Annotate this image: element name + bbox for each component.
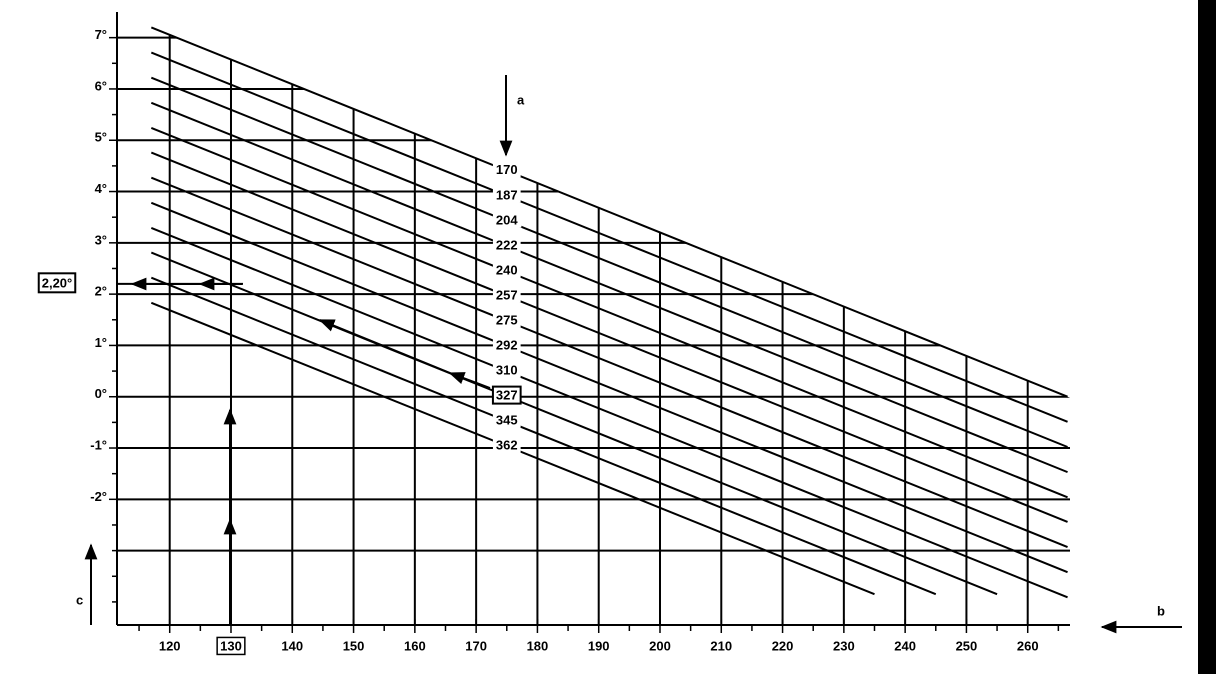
- y-tick-label: 2°: [95, 284, 107, 299]
- label-bg: [492, 362, 521, 378]
- series-line: [150, 51, 1068, 423]
- x-tick-label: 130: [220, 638, 242, 653]
- y-tick-label: -2°: [90, 489, 107, 504]
- series-label: 327: [496, 388, 518, 403]
- x-tick-label: 150: [343, 638, 365, 653]
- y-tick-label: -1°: [90, 437, 107, 452]
- series-line: [150, 26, 1068, 398]
- series-label: 275: [496, 312, 518, 327]
- series-line: [150, 251, 998, 596]
- label-bg: [492, 312, 521, 328]
- edge-bar: [1198, 0, 1216, 674]
- series-label: 292: [496, 338, 518, 353]
- label-bg: [492, 287, 521, 303]
- label-bg: [492, 262, 521, 278]
- x-tick-label: 190: [588, 638, 610, 653]
- x-tick-label: 120: [159, 638, 181, 653]
- x-tick-label: 200: [649, 638, 671, 653]
- arrow: [318, 319, 451, 374]
- series-label: 222: [496, 238, 518, 253]
- series-label: 257: [496, 287, 518, 302]
- label-bg: [492, 337, 521, 353]
- y-tick-label: 7°: [95, 27, 107, 42]
- series-line: [150, 227, 1068, 599]
- label-bg: [492, 237, 521, 253]
- arrow: [448, 372, 491, 389]
- label-bg: [492, 162, 521, 178]
- label-b: b: [1157, 603, 1165, 618]
- label-a: a: [517, 92, 525, 107]
- series-label: 187: [496, 187, 518, 202]
- result-box: [37, 272, 77, 294]
- reading-arrows: [84, 75, 1182, 634]
- series-label: 345: [496, 413, 518, 428]
- series-label: 362: [496, 438, 518, 453]
- highlight-box: [216, 636, 246, 656]
- label-bg: [492, 212, 522, 228]
- x-tick-label: 140: [281, 638, 303, 653]
- y-tick-label: 4°: [95, 181, 107, 196]
- x-tick-label: 240: [894, 638, 916, 653]
- series-label: 240: [496, 263, 518, 278]
- label-c: c: [76, 592, 83, 607]
- series-line: [150, 276, 937, 596]
- highlight-box: [491, 385, 522, 405]
- y-tick-label: 6°: [95, 78, 107, 93]
- grid: [117, 13, 1070, 625]
- label-bg: [492, 437, 521, 453]
- result-label: 2,20°: [42, 275, 73, 290]
- lines: [150, 26, 1068, 599]
- label-bg: [492, 187, 521, 203]
- y-tick-label: 0°: [95, 386, 107, 401]
- x-tick-label: 250: [956, 638, 978, 653]
- series-line: [150, 76, 1068, 448]
- labels: 170 187 204 222 240 257 275 292 310 327 345 362 2,20…: [37, 162, 522, 453]
- x-tick-label: 210: [710, 638, 732, 653]
- series-label: 310: [496, 363, 518, 378]
- x-tick-label: 260: [1017, 638, 1039, 653]
- x-tick-label: 180: [527, 638, 549, 653]
- series-line: [150, 176, 1068, 548]
- x-tick-label: 160: [404, 638, 426, 653]
- series-line: [150, 101, 1068, 474]
- y-tick-label: 3°: [95, 232, 107, 247]
- series-line: [150, 127, 1068, 499]
- label-bg: [492, 387, 521, 403]
- x-tick-label: 170: [465, 638, 487, 653]
- x-tick-label: 220: [772, 638, 794, 653]
- y-tick-label: 1°: [95, 335, 107, 350]
- x-tick-label: 230: [833, 638, 855, 653]
- y-tick-label: 5°: [95, 130, 107, 145]
- series-line: [150, 151, 1068, 523]
- series-label: 170: [496, 162, 518, 177]
- series-label: 204: [496, 212, 518, 227]
- axes: 120 130 140 150 160 170 180 190 200 210 220 230 240 2…: [90, 12, 1070, 656]
- series-line: [150, 201, 1068, 574]
- label-bg: [492, 412, 521, 428]
